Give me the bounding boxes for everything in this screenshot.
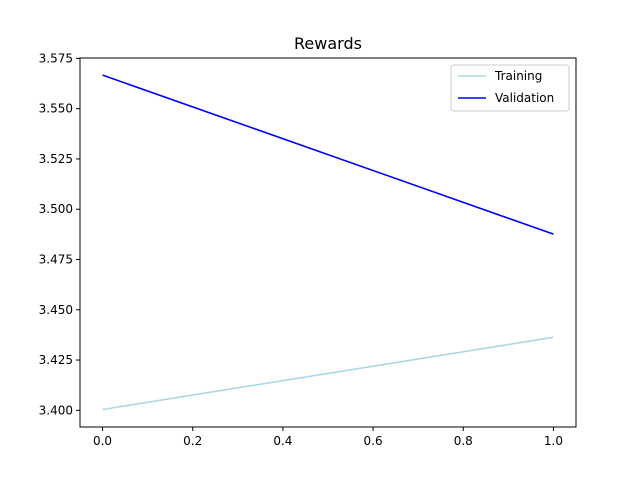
x-tick-label: 0.8 bbox=[454, 434, 473, 448]
y-tick-label: 3.550 bbox=[39, 102, 73, 116]
plot-frame bbox=[79, 57, 577, 428]
y-tick-label: 3.425 bbox=[39, 353, 73, 367]
legend: Training Validation bbox=[450, 64, 570, 112]
y-tick-label: 3.475 bbox=[39, 252, 73, 266]
series-layer bbox=[102, 74, 554, 411]
x-tick-label: 0.6 bbox=[364, 434, 383, 448]
y-tick-label: 3.450 bbox=[39, 303, 73, 317]
x-tick-label: 0.2 bbox=[183, 434, 202, 448]
y-tick-label: 3.400 bbox=[39, 403, 73, 417]
y-tick-label: 3.500 bbox=[39, 202, 73, 216]
y-tick-label: 3.525 bbox=[39, 152, 73, 166]
legend-label-training: Training bbox=[494, 69, 542, 83]
y-axis: 3.400 3.425 3.450 3.475 3.500 3.525 3.550 3.575 bbox=[39, 51, 80, 417]
legend-label-validation: Validation bbox=[495, 91, 554, 105]
series-line-training bbox=[102, 336, 554, 411]
y-tick-label: 3.575 bbox=[39, 51, 73, 65]
series-line-validation bbox=[102, 74, 554, 235]
x-axis: 0.0 0.2 0.4 0.6 0.8 1.0 bbox=[93, 427, 563, 448]
x-tick-label: 1.0 bbox=[544, 434, 563, 448]
x-tick-label: 0.0 bbox=[93, 434, 112, 448]
chart-title: Rewards bbox=[294, 34, 362, 53]
x-tick-label: 0.4 bbox=[273, 434, 292, 448]
